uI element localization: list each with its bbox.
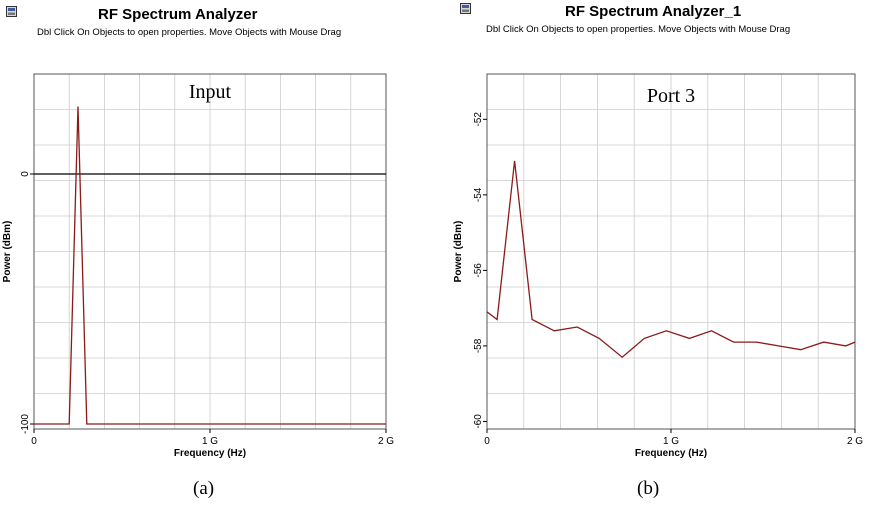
chart-subtitle: Dbl Click On Objects to open properties.… xyxy=(486,24,791,35)
grid-lines xyxy=(34,74,386,429)
y-tick-label: -52 xyxy=(473,112,484,127)
chart-title: RF Spectrum Analyzer_1 xyxy=(565,3,742,20)
analyzer-window-icon xyxy=(460,3,471,14)
y-tick-label: -56 xyxy=(473,263,484,278)
x-tick-label: 2 G xyxy=(378,436,394,447)
plot-annotation: Input xyxy=(189,81,232,103)
spectrum-trace-line xyxy=(486,160,856,359)
x-tick-label: 2 G xyxy=(847,436,863,447)
spectrum-trace-line xyxy=(34,106,386,425)
y-tick-label: -60 xyxy=(473,414,484,429)
x-tick-label: 0 xyxy=(31,436,37,447)
y-axis-label: Power (dBm) xyxy=(453,221,464,283)
analyzer-window-icon xyxy=(6,6,17,17)
y-tick-label: -54 xyxy=(473,187,484,202)
x-tick-label: 1 G xyxy=(663,436,679,447)
x-tick-label: 1 G xyxy=(202,436,218,447)
y-tick-label: 0 xyxy=(20,171,31,177)
plot-annotation: Port 3 xyxy=(647,85,695,107)
y-tick-label: -100 xyxy=(20,414,31,434)
x-axis-label: Frequency (Hz) xyxy=(635,448,707,459)
x-axis-label: Frequency (Hz) xyxy=(174,448,246,459)
figure-caption: (a) xyxy=(193,478,215,499)
grid-lines xyxy=(487,74,855,429)
chart-title: RF Spectrum Analyzer xyxy=(98,6,258,23)
figure-caption: (b) xyxy=(637,478,660,499)
y-axis-label: Power (dBm) xyxy=(2,221,13,283)
chart-subtitle: Dbl Click On Objects to open properties.… xyxy=(37,27,342,38)
y-tick-label: -58 xyxy=(473,338,484,353)
chart-b[interactable]: -52 -54 -56 -58 -600 1 G 2 G Frequency (Hz) Powe… xyxy=(450,55,880,470)
x-tick-label: 0 xyxy=(484,436,490,447)
